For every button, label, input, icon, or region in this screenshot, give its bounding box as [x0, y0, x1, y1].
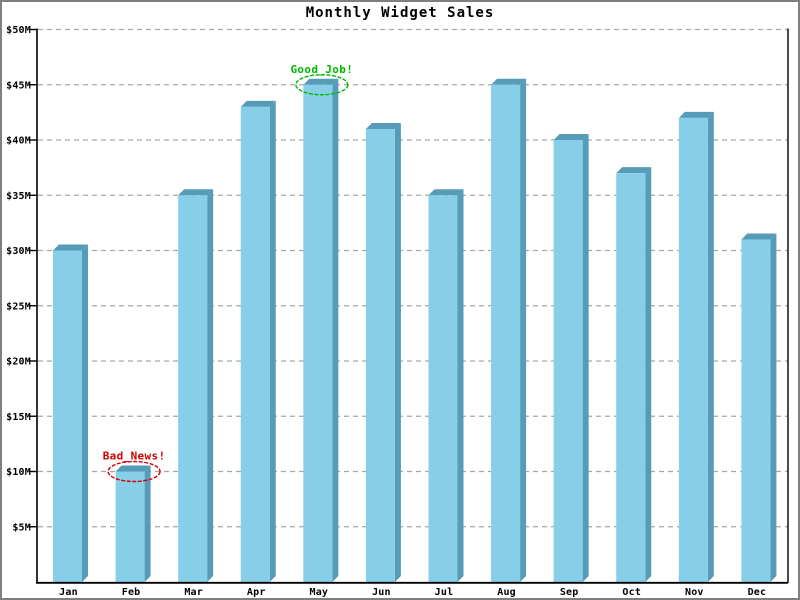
bar-mar: [178, 195, 208, 582]
bar-jul: [428, 195, 458, 582]
annotation-text-good-job: Good_Job!: [290, 63, 353, 76]
x-axis-label-apr: Apr: [247, 587, 266, 598]
y-axis-label: $45M: [6, 80, 31, 91]
y-axis-label: $30M: [6, 246, 31, 257]
bar-jan: [53, 250, 82, 582]
bar-nov-top-face: [678, 111, 714, 118]
y-axis-label: $35M: [6, 191, 31, 202]
bar-aug-top-face: [491, 78, 527, 85]
y-axis-label: $50M: [6, 25, 31, 36]
x-axis-label-jun: Jun: [372, 587, 391, 598]
bar-jul-top-face: [428, 189, 464, 196]
bar-jun-side-face: [394, 122, 401, 582]
y-axis-label: $10M: [6, 467, 31, 478]
x-axis-label-sep: Sep: [560, 587, 579, 598]
highlight-ellipse-good-job: [295, 74, 349, 96]
x-axis-label-jan: Jan: [59, 587, 78, 598]
chart-title: Monthly Widget Sales: [305, 5, 495, 21]
bar-aug: [491, 84, 521, 582]
bar-oct-side-face: [645, 167, 652, 582]
bar-feb-top-face: [115, 465, 151, 472]
bar-sep-top-face: [553, 134, 589, 140]
bar-feb-side-face: [144, 465, 151, 582]
bar-apr-top-face: [240, 100, 276, 107]
bar-dec-top-face: [741, 233, 777, 240]
bar-jan-top-face: [53, 244, 88, 251]
y-axis-label: $5M: [12, 522, 31, 533]
bar-oct: [616, 173, 646, 582]
x-axis-label-feb: Feb: [122, 587, 141, 598]
y-axis-label: $15M: [6, 412, 31, 423]
bar-jun: [365, 128, 395, 582]
highlight-ellipse-bad-news: [107, 460, 161, 483]
bar-may: [303, 84, 333, 582]
y-axis-label: $40M: [6, 136, 31, 147]
bar-apr-side-face: [269, 100, 276, 582]
bar-may-top-face: [303, 78, 339, 85]
bar-jun-top-face: [365, 122, 401, 129]
x-axis-label-jul: Jul: [435, 587, 454, 598]
x-axis-label-aug: Aug: [497, 587, 516, 598]
bar-jan-side-face: [82, 244, 88, 582]
bar-nov: [678, 117, 708, 583]
bar-may-side-face: [332, 78, 339, 582]
y-axis-label: $25M: [6, 301, 31, 312]
y-axis-label: $20M: [6, 357, 31, 368]
bar-dec: [741, 239, 771, 582]
bar-nov-side-face: [707, 111, 714, 583]
bar-oct-top-face: [616, 167, 652, 174]
bar-apr: [240, 106, 270, 582]
bar-sep-side-face: [582, 134, 589, 582]
x-axis-label-dec: Dec: [748, 587, 767, 598]
annotation-text-bad-news: Bad_News!: [103, 450, 166, 463]
bar-sep: [553, 140, 583, 582]
bar-feb: [115, 471, 145, 582]
x-axis-label-oct: Oct: [622, 587, 641, 598]
x-axis-label-mar: Mar: [184, 587, 203, 598]
bar-aug-side-face: [520, 78, 527, 582]
bar-mar-top-face: [178, 189, 214, 196]
bar-jul-side-face: [457, 189, 464, 582]
bar-mar-side-face: [207, 189, 214, 582]
x-axis-label-may: May: [309, 587, 328, 598]
bar-dec-side-face: [770, 233, 777, 582]
x-axis-label-nov: Nov: [685, 587, 704, 598]
